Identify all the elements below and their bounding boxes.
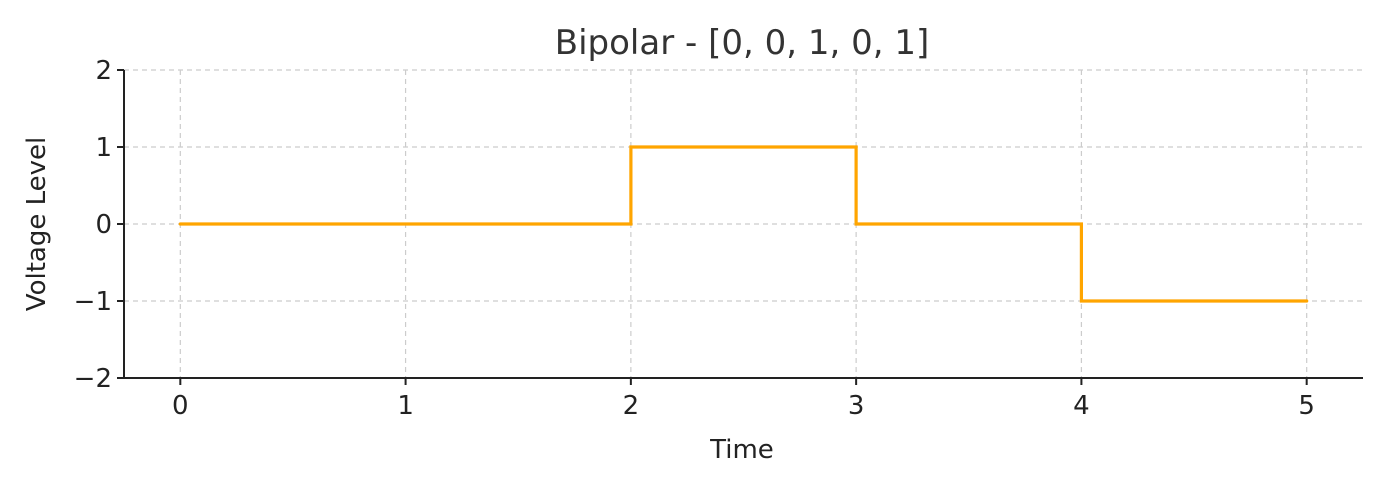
y-tick-label-0: −2 (74, 364, 112, 394)
x-axis-label: Time (709, 435, 774, 465)
ticks: 0 1 2 3 4 5 −2 −1 0 1 2 (74, 56, 1315, 421)
x-tick-label-4: 4 (1073, 391, 1090, 421)
x-tick-label-2: 2 (623, 391, 640, 421)
chart-title: Bipolar - [0, 0, 1, 0, 1] (555, 23, 929, 63)
x-tick-label-5: 5 (1298, 391, 1315, 421)
x-tick-label-3: 3 (848, 391, 865, 421)
y-axis-label: Voltage Level (22, 137, 52, 311)
series-layer (178, 145, 1309, 303)
y-tick-label-3: 1 (95, 133, 112, 163)
x-tick-label-0: 0 (172, 391, 189, 421)
y-tick-label-2: 0 (95, 210, 112, 240)
y-tick-label-1: −1 (74, 287, 112, 317)
x-tick-label-1: 1 (397, 391, 414, 421)
y-tick-label-4: 2 (95, 56, 112, 86)
series-line-0 (178, 145, 1309, 303)
